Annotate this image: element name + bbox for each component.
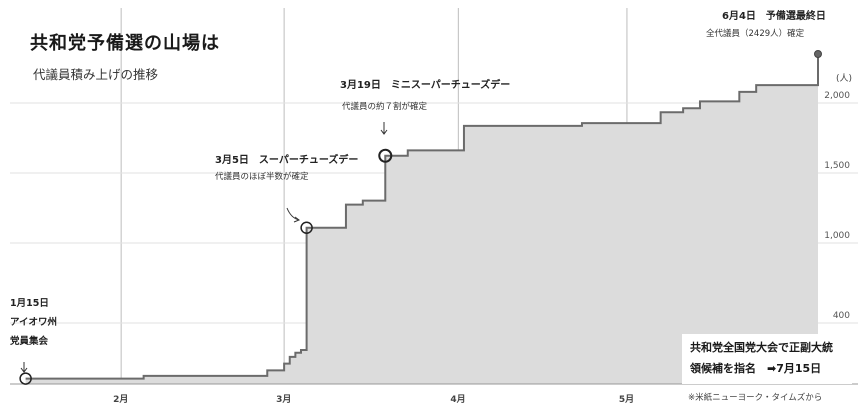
annotation-jun4-head: 6月4日 予備選最終日 bbox=[722, 11, 826, 22]
chart-title: 共和党予備選の山場は bbox=[30, 33, 220, 54]
annotation-arrowhead bbox=[20, 367, 28, 373]
annotation-jan15-state: アイオワ州 bbox=[10, 317, 58, 328]
event-marker-dot bbox=[814, 50, 822, 58]
y-tick-label: 1,000 bbox=[824, 231, 850, 241]
annotation-jan15-event: 党員集会 bbox=[10, 336, 49, 347]
x-tick-label: 4月 bbox=[450, 394, 465, 405]
x-tick-label: 5月 bbox=[619, 394, 634, 405]
delegate-step-line bbox=[25, 54, 819, 380]
y-tick-label: 400 bbox=[833, 311, 850, 321]
annotation-jan15: 1月15日 アイオワ州 党員集会 bbox=[10, 294, 57, 351]
delegate-area bbox=[25, 54, 819, 384]
annotation-mar19-sub: 代議員の約７割が確定 bbox=[342, 102, 428, 112]
annotation-arrowhead bbox=[380, 129, 388, 135]
event-marker-circle bbox=[19, 372, 32, 385]
convention-note-box: 共和党全国党大会で正副大統 領候補を指名 ➡7月15日 bbox=[682, 334, 852, 384]
annotation-arrowhead bbox=[293, 216, 301, 223]
arrow-layer bbox=[20, 122, 388, 373]
annotation-mar5-head: 3月5日 スーパーチューズデー bbox=[215, 155, 359, 166]
event-marker-circle bbox=[378, 148, 393, 163]
y-tick-label: 2,000 bbox=[824, 91, 850, 101]
y-tick-label: 1,500 bbox=[824, 161, 850, 171]
convention-note-line2: 領候補を指名 ➡7月15日 bbox=[690, 362, 822, 375]
source-note: ※米紙ニューヨーク・タイムズから bbox=[688, 393, 823, 403]
convention-note-line1: 共和党全国党大会で正副大統 bbox=[690, 341, 833, 354]
y-unit-label: (人) bbox=[836, 74, 853, 84]
annotation-jun4-sub: 全代議員（2429人）確定 bbox=[706, 29, 805, 39]
annotation-mar19-head: 3月19日 ミニスーパーチューズデー bbox=[340, 80, 511, 91]
annotation-jan15-date: 1月15日 bbox=[10, 298, 49, 309]
x-tick-label: 3月 bbox=[276, 394, 291, 405]
x-tick-label: 2月 bbox=[113, 394, 128, 405]
tick-layer: 2月 3月 4月 5月 400 1,000 1,500 2,000 bbox=[113, 91, 850, 405]
event-marker-circle bbox=[300, 221, 313, 235]
marker-layer bbox=[19, 50, 822, 385]
chart-subtitle: 代議員積み上げの推移 bbox=[33, 67, 159, 82]
annotation-mar5-sub: 代議員のほぼ半数が確定 bbox=[215, 172, 309, 182]
